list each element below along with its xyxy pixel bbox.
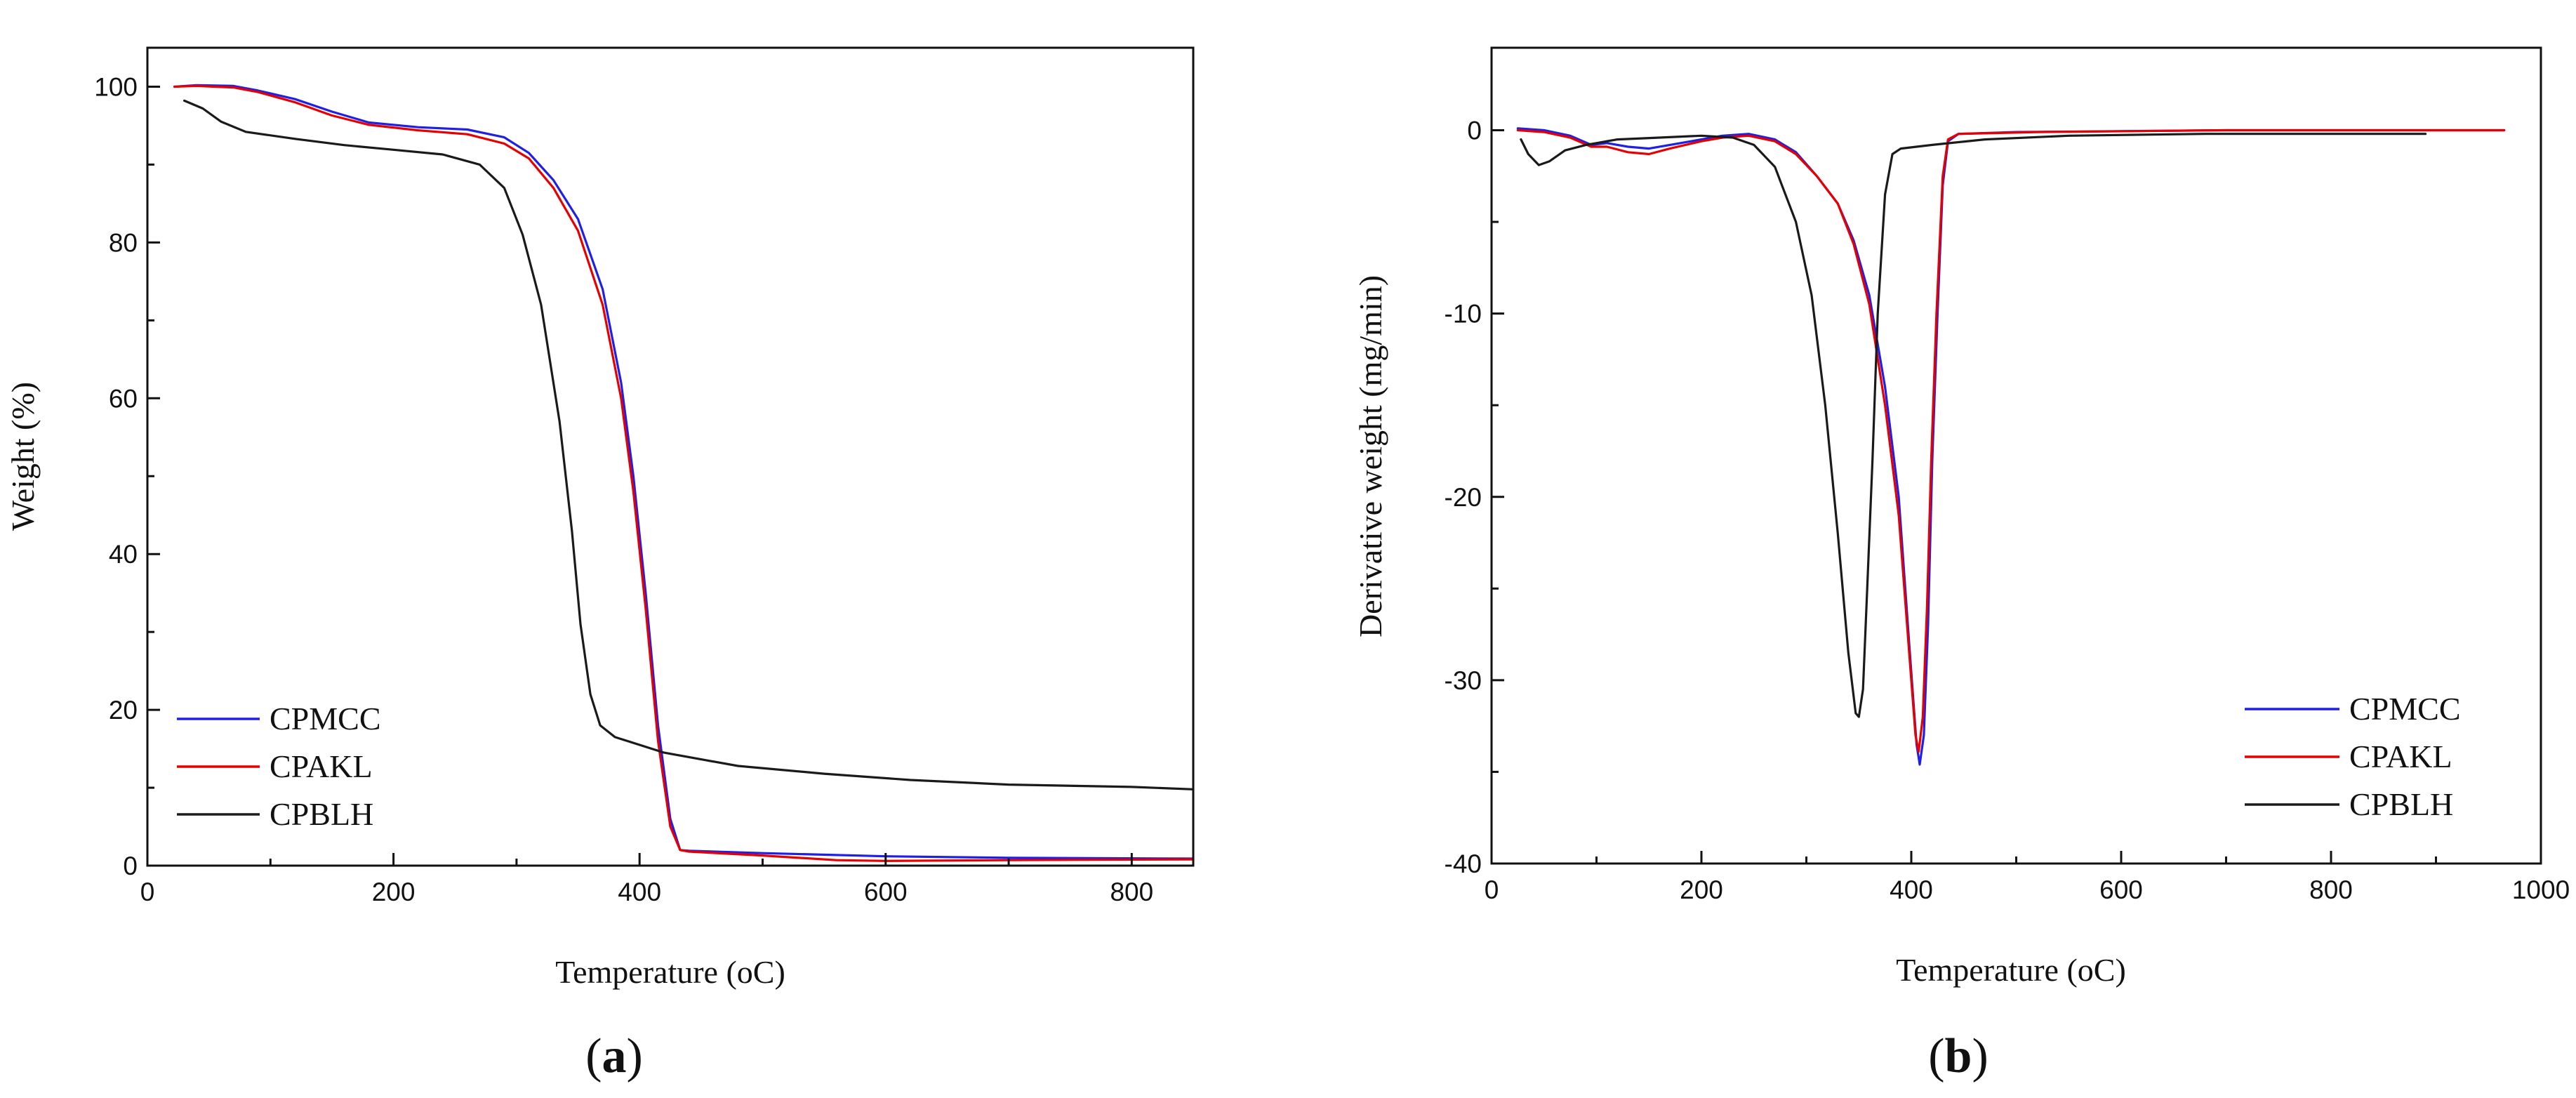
panel-b-series-cpblh bbox=[1520, 133, 2427, 718]
panel-a-legend-label-cpblh: CPBLH bbox=[270, 796, 373, 832]
panel-b-x-tick-label: 400 bbox=[1890, 875, 1933, 904]
panel-b-x-axis-title-unit: (oC) bbox=[2066, 952, 2125, 988]
panel-b-legend: CPMCC CPAKL CPBLH bbox=[2245, 691, 2461, 822]
panel-a-y-axis-title: Weight (%) bbox=[5, 382, 41, 531]
panel-a-y-tick-label: 20 bbox=[109, 696, 138, 725]
panel-a-series-cpakl bbox=[173, 84, 1195, 862]
panel-a-x-tick-label: 200 bbox=[372, 878, 416, 906]
panel-a-x-axis-title-text: Temperature bbox=[555, 954, 718, 990]
panel-b-legend-label-cpakl: CPAKL bbox=[2349, 739, 2452, 774]
panel-b-legend-label-cpmcc: CPMCC bbox=[2349, 691, 2461, 727]
panel-b-label: (b) bbox=[1928, 1029, 1989, 1083]
panel-a-x-axis-title-unit: (oC) bbox=[726, 954, 785, 990]
panel-b-y-tick-label: -40 bbox=[1445, 849, 1482, 878]
panel-a-x-tick-label: 400 bbox=[618, 878, 661, 906]
panel-b-x-axis-title: Temperature (oC) bbox=[1896, 952, 2126, 988]
panel-b-y-tick-label: -10 bbox=[1445, 300, 1482, 329]
panel-b-x-tick-label: 1000 bbox=[2512, 875, 2570, 904]
panel-a-label: (a) bbox=[585, 1029, 643, 1083]
panel-a-x-tick-label: 0 bbox=[140, 878, 155, 906]
panel-b-series-cpakl bbox=[1516, 128, 2506, 753]
panel-b-letter: b bbox=[1945, 1029, 1972, 1083]
panel-a-legend: CPMCC CPAKL CPBLH bbox=[177, 701, 381, 832]
panel-b-frame bbox=[1490, 46, 2542, 865]
panel-a-ticks: 0 200 400 600 800 0 20 40 60 80 100 bbox=[94, 72, 1153, 906]
panel-b-x-tick-label: 800 bbox=[2309, 875, 2353, 904]
panel-a-letter: a bbox=[602, 1029, 627, 1083]
panel-a-frame bbox=[146, 46, 1195, 867]
panel-b-x-tick-label: 0 bbox=[1485, 875, 1499, 904]
panel-a-series-cpblh bbox=[183, 99, 1195, 791]
panel-a-x-tick-label: 800 bbox=[1110, 878, 1153, 906]
panel-a-series bbox=[173, 84, 1195, 862]
panel-b-y-tick-label: -20 bbox=[1445, 483, 1482, 512]
panel-a-y-tick-label: 100 bbox=[94, 72, 138, 101]
panel-a-legend-label-cpakl: CPAKL bbox=[270, 748, 373, 784]
panel-a-x-axis-title: Temperature (oC) bbox=[555, 954, 785, 990]
panel-a-y-tick-label: 0 bbox=[123, 852, 138, 880]
panel-a-y-tick-label: 80 bbox=[109, 228, 138, 257]
panel-b-y-tick-label: 0 bbox=[1467, 117, 1482, 145]
panel-a-legend-label-cpmcc: CPMCC bbox=[270, 701, 381, 736]
panel-b-y-axis-title: Derivative weight (mg/min) bbox=[1353, 275, 1388, 637]
panel-b-x-tick-label: 600 bbox=[2099, 875, 2143, 904]
panel-b-x-axis-title-text: Temperature bbox=[1896, 952, 2059, 988]
panel-b-series bbox=[1516, 127, 2506, 766]
panel-b-x-tick-label: 200 bbox=[1680, 875, 1723, 904]
panel-a-x-tick-label: 600 bbox=[864, 878, 908, 906]
panel-b-legend-label-cpblh: CPBLH bbox=[2349, 786, 2453, 822]
panel-a-y-tick-label: 60 bbox=[109, 384, 138, 413]
panel-a-y-tick-label: 40 bbox=[109, 540, 138, 569]
panel-b-ticks: 0 200 400 600 800 1000 -40 -30 -20 -10 0 bbox=[1445, 117, 2570, 904]
panel-b-chart: 0 200 400 600 800 1000 -40 -30 -20 -10 0 Derivativ… bbox=[1353, 46, 2570, 1083]
panel-b-y-tick-label: -30 bbox=[1445, 666, 1482, 695]
panel-a-chart: 0 200 400 600 800 0 20 40 60 80 100 Weight (%) Tem… bbox=[5, 46, 1195, 1083]
